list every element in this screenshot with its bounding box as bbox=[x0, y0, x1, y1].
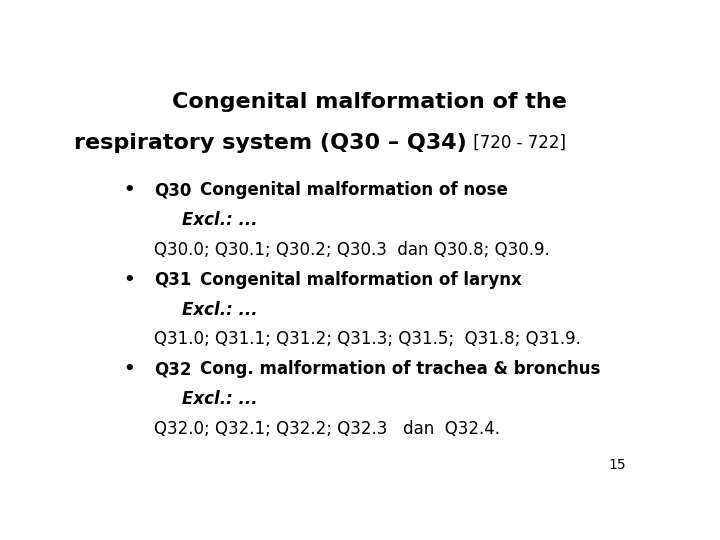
Text: Q31.0; Q31.1; Q31.2; Q31.3; Q31.5;  Q31.8; Q31.9.: Q31.0; Q31.1; Q31.2; Q31.3; Q31.5; Q31.8… bbox=[154, 330, 581, 348]
Text: Congenital malformation of larynx: Congenital malformation of larynx bbox=[154, 271, 522, 288]
Text: Congenital malformation of the: Congenital malformation of the bbox=[171, 92, 567, 112]
Text: •: • bbox=[123, 271, 135, 288]
Text: Excl.: ...: Excl.: ... bbox=[182, 390, 258, 408]
Text: Q32.0; Q32.1; Q32.2; Q32.3   dan  Q32.4.: Q32.0; Q32.1; Q32.2; Q32.3 dan Q32.4. bbox=[154, 420, 500, 438]
Text: Q32: Q32 bbox=[154, 360, 192, 378]
Text: 15: 15 bbox=[608, 458, 626, 472]
Text: •: • bbox=[123, 360, 135, 378]
Text: Excl.: ...: Excl.: ... bbox=[182, 301, 258, 319]
Text: respiratory system (Q30 – Q34): respiratory system (Q30 – Q34) bbox=[74, 133, 467, 153]
Text: Q30: Q30 bbox=[154, 181, 192, 199]
Text: Excl.: ...: Excl.: ... bbox=[182, 211, 258, 229]
Text: Q31: Q31 bbox=[154, 271, 192, 288]
Text: •: • bbox=[123, 181, 135, 199]
Text: Cong. malformation of trachea & bronchus: Cong. malformation of trachea & bronchus bbox=[154, 360, 600, 378]
Text: [720 - 722]: [720 - 722] bbox=[468, 133, 566, 151]
Text: Q30.0; Q30.1; Q30.2; Q30.3  dan Q30.8; Q30.9.: Q30.0; Q30.1; Q30.2; Q30.3 dan Q30.8; Q3… bbox=[154, 241, 550, 259]
Text: Congenital malformation of nose: Congenital malformation of nose bbox=[154, 181, 508, 199]
